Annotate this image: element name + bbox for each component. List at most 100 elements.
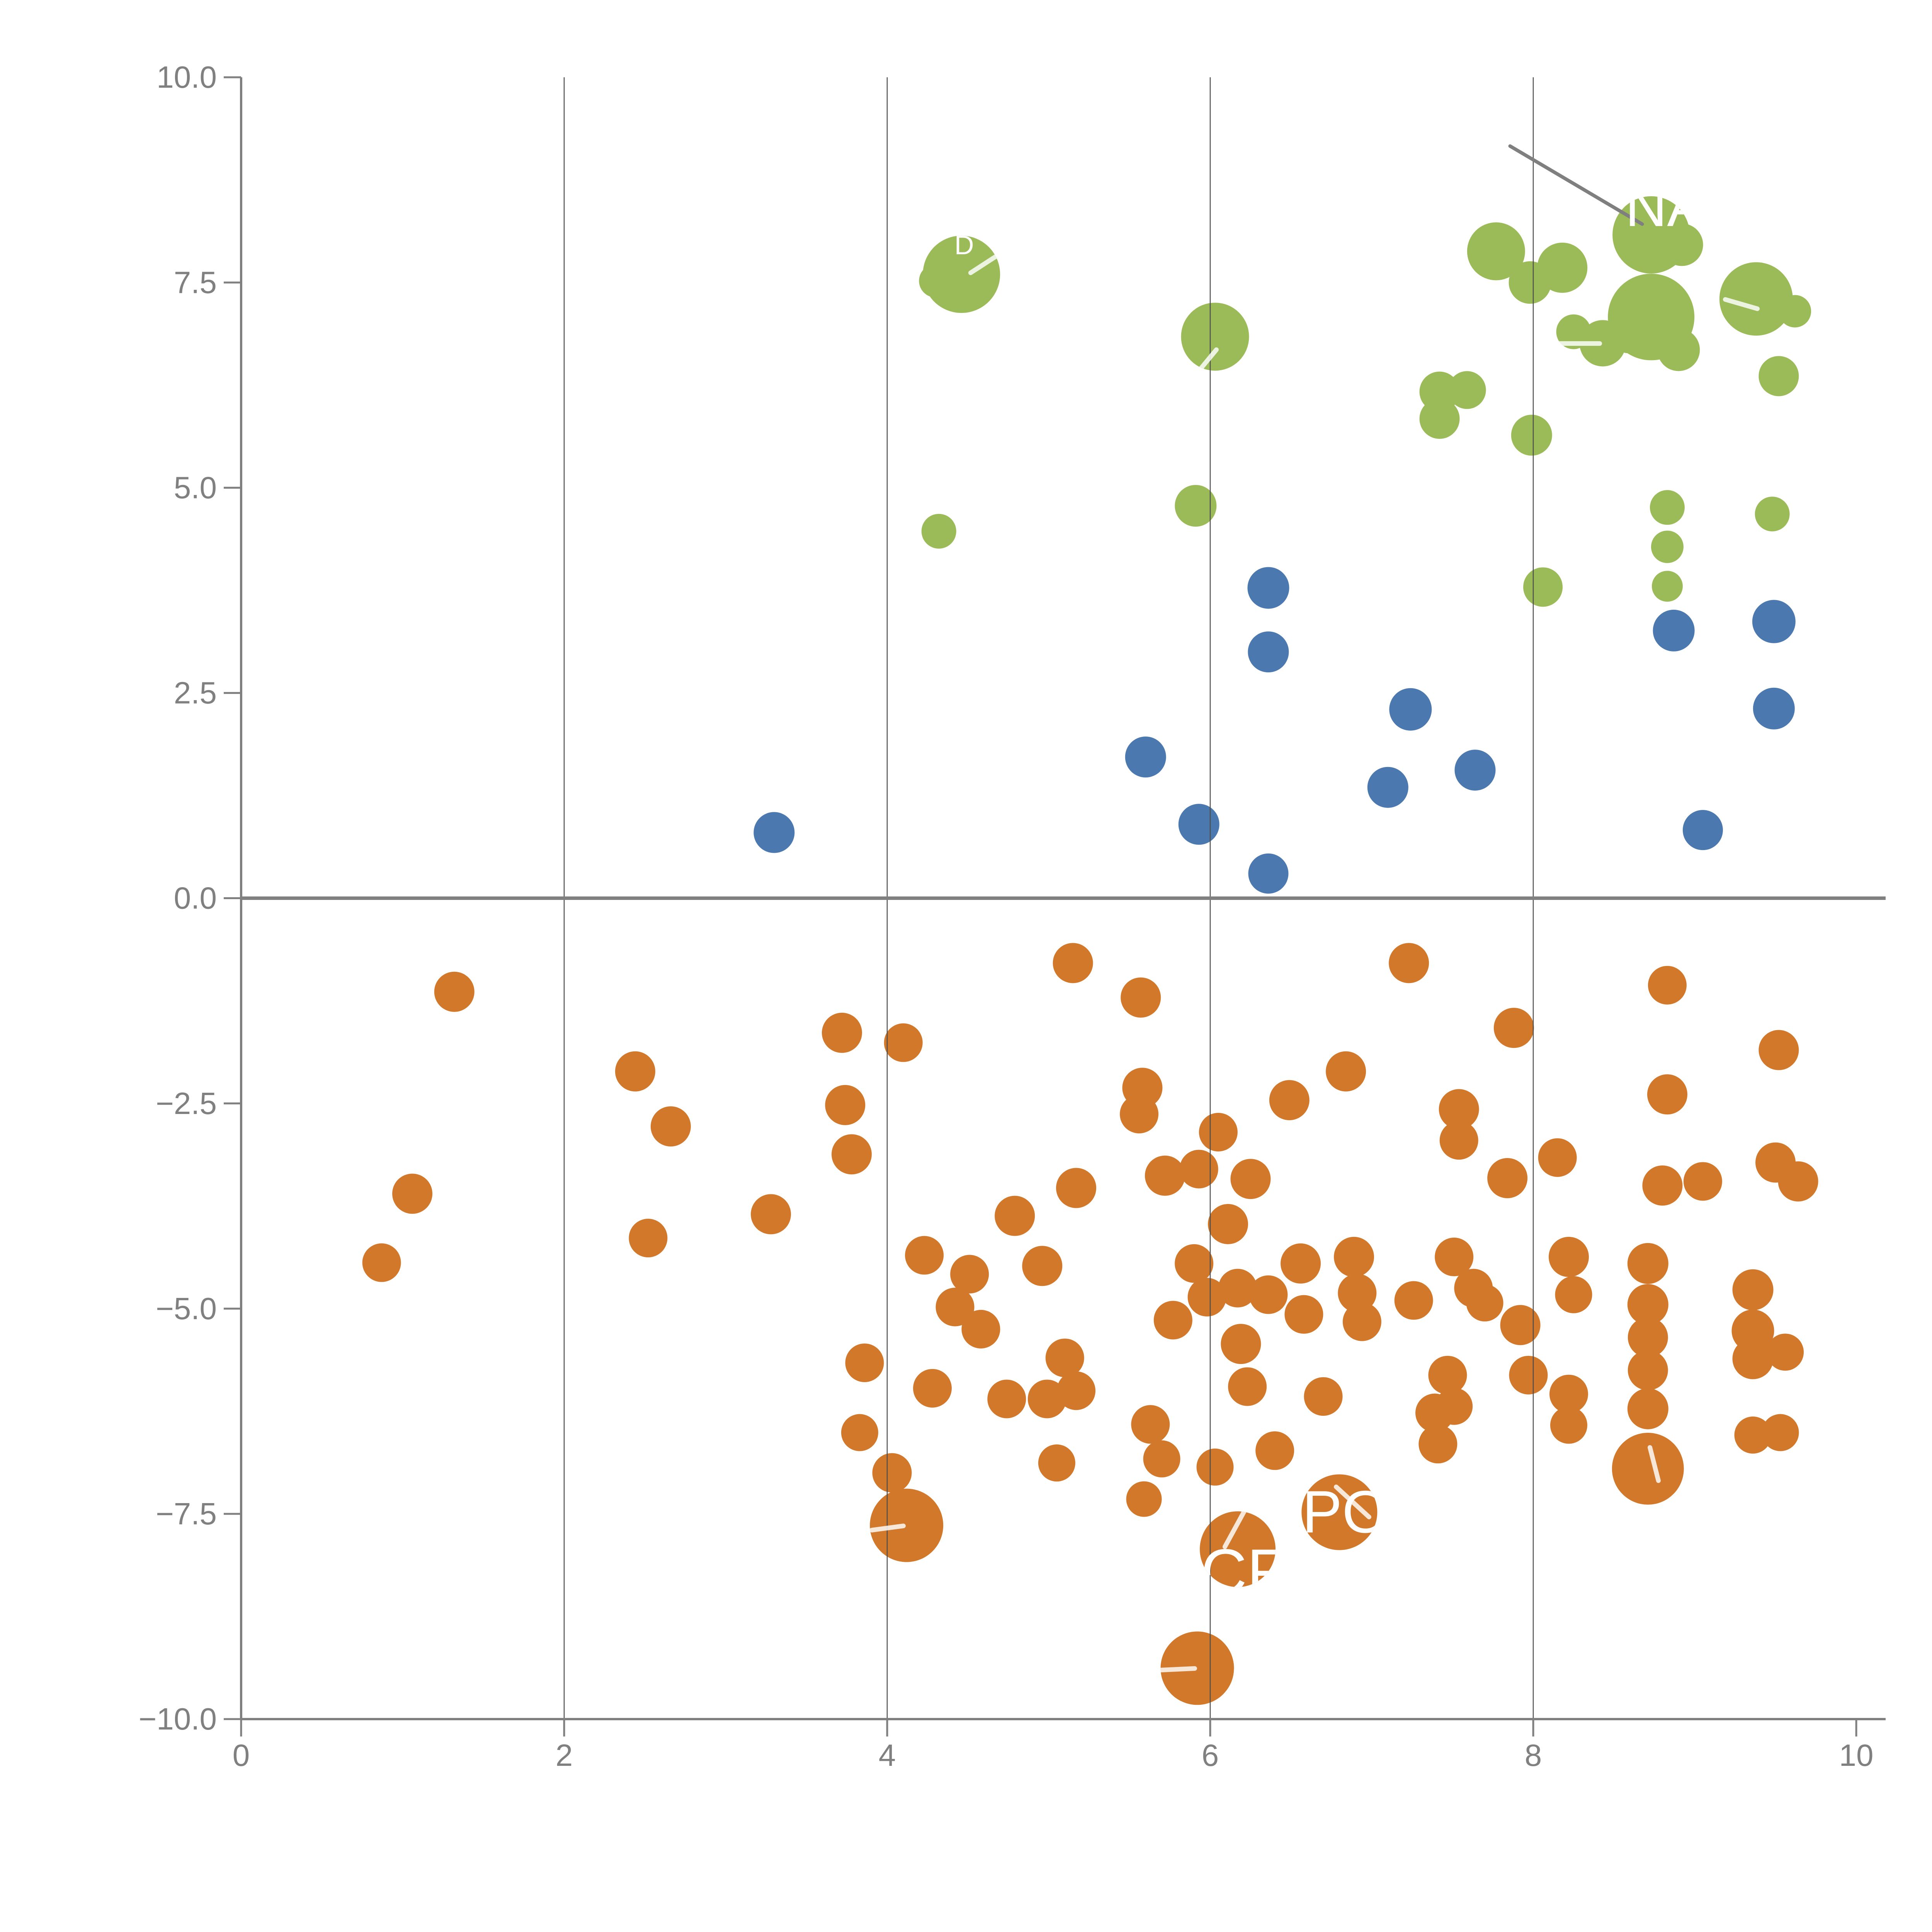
white-leader-line-9 xyxy=(1648,1445,1661,1483)
bubble-orange xyxy=(1627,1243,1668,1284)
bubble-label-CFY: CFY xyxy=(1201,1536,1328,1607)
y-tick-label: −10.0 xyxy=(139,1702,217,1736)
bubble-orange xyxy=(362,1243,401,1282)
bubble-orange xyxy=(1160,1631,1234,1705)
bubble-green xyxy=(1523,567,1563,607)
bubble-orange xyxy=(1334,1236,1374,1277)
bubble-orange xyxy=(629,1219,668,1258)
bubble-orange xyxy=(615,1051,655,1092)
bubble-orange xyxy=(1284,1295,1323,1334)
bubble-orange xyxy=(1683,1162,1722,1201)
bubble-orange xyxy=(1057,1371,1096,1410)
bubble-green xyxy=(1556,314,1591,349)
bubble-blue xyxy=(1752,600,1796,643)
bubble-orange xyxy=(1734,1416,1772,1454)
x-tick-label: 2 xyxy=(556,1738,573,1772)
bubble-orange xyxy=(1199,1112,1238,1151)
gray-leader-line-1 xyxy=(1508,144,1644,226)
bubble-orange xyxy=(1022,1246,1063,1286)
bubble-orange xyxy=(961,1310,1000,1349)
bubble-orange xyxy=(841,1414,878,1451)
bubble-label-PO: PO xyxy=(1302,1478,1389,1545)
bubble-orange xyxy=(1304,1377,1343,1416)
bubble-orange xyxy=(1326,1051,1366,1092)
bubble-orange xyxy=(1221,1324,1261,1364)
bubble-orange xyxy=(1208,1204,1248,1244)
bubble-orange xyxy=(872,1453,912,1493)
bubble-green xyxy=(1650,490,1685,525)
bubble-green xyxy=(1719,262,1793,336)
bubble-green xyxy=(1611,318,1646,354)
bubble-blue xyxy=(1454,750,1496,791)
bubble-orange xyxy=(1196,1448,1234,1486)
bubble-orange xyxy=(1338,1274,1377,1313)
x-tick-label: 4 xyxy=(879,1738,896,1772)
bubble-orange xyxy=(1759,1030,1799,1070)
bubble-green xyxy=(1175,485,1217,527)
bubble-orange xyxy=(1762,1414,1799,1451)
bubble-orange xyxy=(995,1196,1035,1236)
y-tick-label: −7.5 xyxy=(156,1497,217,1531)
bubble-green xyxy=(1651,531,1684,563)
bubble-orange xyxy=(935,1287,975,1327)
bubble-blue xyxy=(1367,767,1408,808)
bubble-orange xyxy=(1269,1080,1310,1121)
white-leader-line-0 xyxy=(968,252,1002,275)
y-tick-label: 7.5 xyxy=(174,265,217,299)
bubble-orange xyxy=(1439,1089,1479,1129)
green-group xyxy=(919,196,1811,607)
bubble-orange xyxy=(1418,1425,1458,1464)
bubble-orange xyxy=(1056,1168,1097,1208)
bubble-green xyxy=(921,514,956,549)
bubble-green xyxy=(1755,497,1790,532)
bubble-orange xyxy=(1550,1406,1587,1444)
bubble-green xyxy=(1181,303,1249,371)
bubble-orange xyxy=(1120,1095,1159,1134)
x-tick-label: 6 xyxy=(1202,1738,1219,1772)
bubble-orange xyxy=(1342,1302,1381,1341)
bubble-orange xyxy=(1428,1355,1467,1395)
bubble-orange xyxy=(870,1488,944,1562)
bubble-orange xyxy=(1732,1269,1774,1310)
bubble-orange xyxy=(392,1173,433,1214)
bubble-orange xyxy=(1648,966,1687,1005)
bubble-orange xyxy=(1145,1155,1185,1196)
bubble-orange xyxy=(1778,1161,1818,1202)
bubble-green xyxy=(1419,398,1460,439)
bubble-orange xyxy=(1394,1281,1433,1320)
bubble-orange xyxy=(825,1085,866,1125)
y-tick-label: 2.5 xyxy=(174,676,217,710)
white-leader-line-8 xyxy=(1142,1666,1197,1673)
bubble-orange xyxy=(1230,1159,1271,1199)
bubble-orange xyxy=(1038,1444,1075,1482)
x-tick-label: 0 xyxy=(233,1738,250,1772)
bubble-blue xyxy=(1389,688,1432,731)
bubble-orange xyxy=(1301,1474,1378,1550)
bubble-green xyxy=(1660,223,1703,266)
bubble-orange xyxy=(1466,1284,1503,1321)
bubble-orange xyxy=(1126,1481,1162,1517)
white-leader-line-6 xyxy=(1723,297,1760,311)
bubble-orange xyxy=(987,1379,1026,1418)
bubble-green xyxy=(1448,371,1486,409)
y-tick-label: 5.0 xyxy=(174,470,217,505)
x-tick-label: 10 xyxy=(1839,1738,1874,1772)
bubble-orange xyxy=(1045,1338,1084,1378)
bubble-orange xyxy=(905,1236,944,1275)
bubble-orange xyxy=(1627,1284,1668,1325)
bubble-orange xyxy=(1767,1333,1804,1371)
bubble-blue xyxy=(1753,687,1795,730)
bubble-orange xyxy=(1487,1158,1528,1198)
bubble-green xyxy=(1467,222,1525,281)
bubble-orange xyxy=(434,971,474,1012)
axes-layer xyxy=(224,76,1886,1736)
bubble-orange xyxy=(1493,1008,1534,1048)
bubble-orange xyxy=(1131,1405,1170,1444)
y-tick-label: 10.0 xyxy=(156,60,217,94)
bubble-blue xyxy=(1248,631,1289,673)
bubble-orange xyxy=(1249,1275,1288,1314)
bubble-orange xyxy=(1435,1388,1473,1425)
bubble-orange xyxy=(1218,1269,1257,1308)
